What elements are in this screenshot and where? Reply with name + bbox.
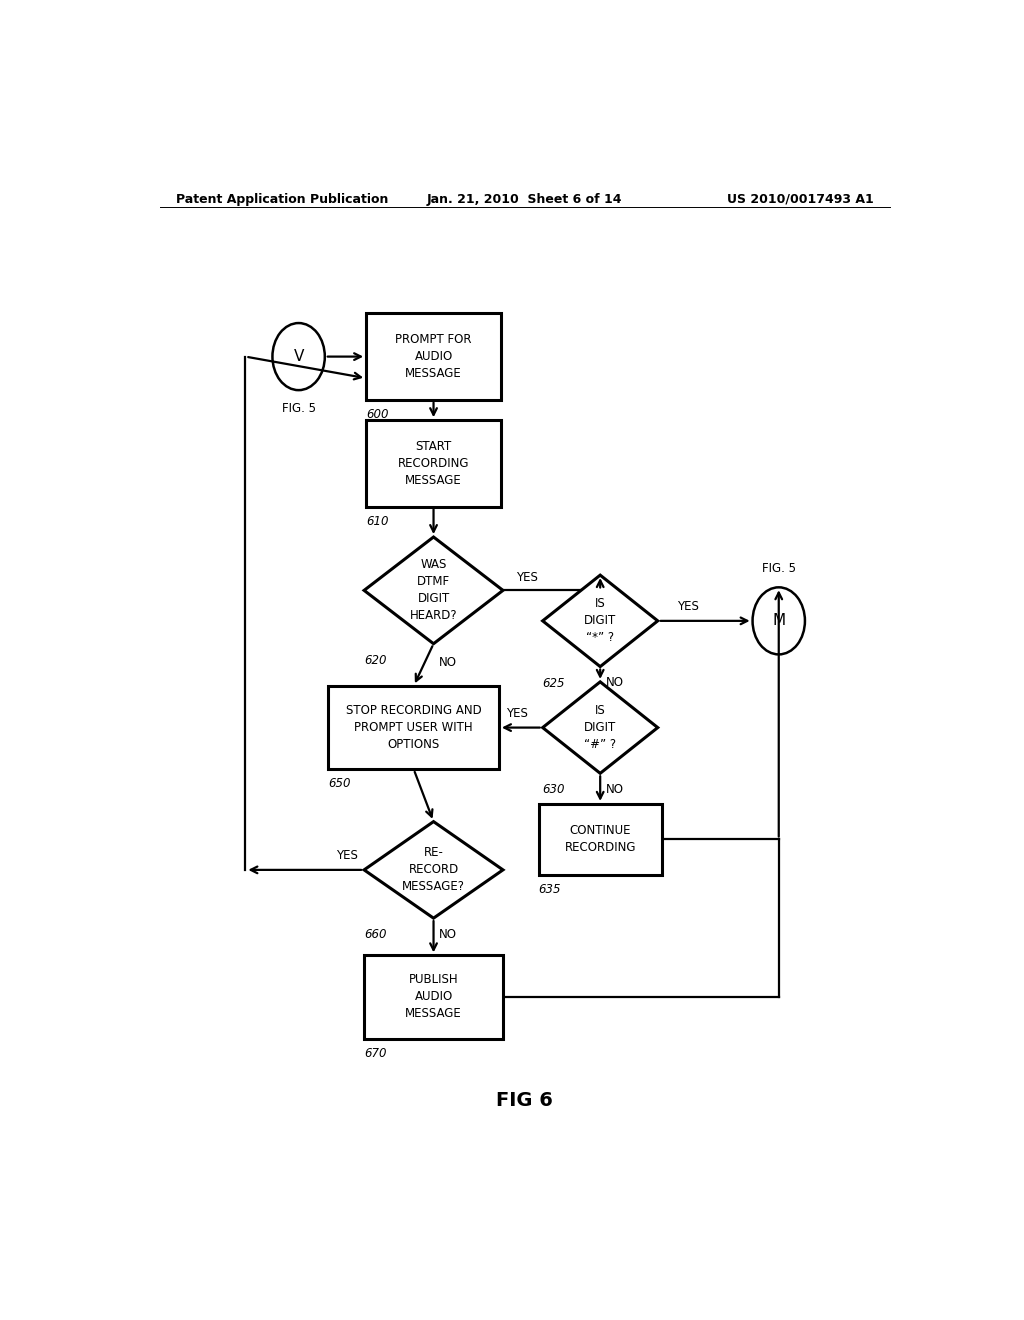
Text: RE-
RECORD
MESSAGE?: RE- RECORD MESSAGE? (402, 846, 465, 894)
Bar (539, 804, 662, 875)
Text: Jan. 21, 2010  Sheet 6 of 14: Jan. 21, 2010 Sheet 6 of 14 (427, 193, 623, 206)
Text: M: M (772, 614, 785, 628)
Text: CONTINUE
RECORDING: CONTINUE RECORDING (564, 825, 636, 854)
Text: START
RECORDING
MESSAGE: START RECORDING MESSAGE (397, 440, 469, 487)
Bar (365, 956, 503, 1039)
Text: YES: YES (677, 601, 698, 612)
Polygon shape (543, 682, 657, 774)
Circle shape (272, 323, 325, 391)
Circle shape (753, 587, 805, 655)
Text: NO: NO (605, 676, 624, 689)
Text: PUBLISH
AUDIO
MESSAGE: PUBLISH AUDIO MESSAGE (406, 973, 462, 1020)
Text: 610: 610 (367, 515, 388, 528)
Text: FIG 6: FIG 6 (497, 1092, 553, 1110)
Text: FIG. 5: FIG. 5 (762, 562, 796, 576)
Bar (367, 420, 501, 507)
Text: YES: YES (516, 570, 538, 583)
Text: 620: 620 (365, 653, 387, 667)
Text: IS
DIGIT
“#” ?: IS DIGIT “#” ? (584, 704, 616, 751)
Text: YES: YES (506, 706, 528, 719)
Text: NO: NO (439, 928, 457, 941)
Text: IS
DIGIT
“*” ?: IS DIGIT “*” ? (584, 598, 616, 644)
Text: NO: NO (605, 783, 624, 796)
Text: 670: 670 (365, 1047, 387, 1060)
Polygon shape (365, 821, 503, 919)
Text: Patent Application Publication: Patent Application Publication (176, 193, 388, 206)
Text: WAS
DTMF
DIGIT
HEARD?: WAS DTMF DIGIT HEARD? (410, 558, 458, 622)
Text: 660: 660 (365, 928, 387, 941)
Text: YES: YES (336, 849, 357, 862)
Text: NO: NO (439, 656, 457, 668)
Text: FIG. 5: FIG. 5 (282, 403, 315, 416)
Text: PROMPT FOR
AUDIO
MESSAGE: PROMPT FOR AUDIO MESSAGE (395, 333, 472, 380)
Text: 630: 630 (543, 784, 565, 796)
Text: US 2010/0017493 A1: US 2010/0017493 A1 (727, 193, 873, 206)
Text: 650: 650 (329, 777, 351, 791)
Text: 625: 625 (543, 677, 565, 690)
Text: 600: 600 (367, 408, 388, 421)
Text: V: V (294, 348, 304, 364)
Polygon shape (543, 576, 657, 667)
Polygon shape (365, 537, 503, 644)
Text: STOP RECORDING AND
PROMPT USER WITH
OPTIONS: STOP RECORDING AND PROMPT USER WITH OPTI… (346, 704, 481, 751)
Bar (329, 686, 499, 770)
Text: 635: 635 (539, 883, 561, 896)
Bar (367, 313, 501, 400)
